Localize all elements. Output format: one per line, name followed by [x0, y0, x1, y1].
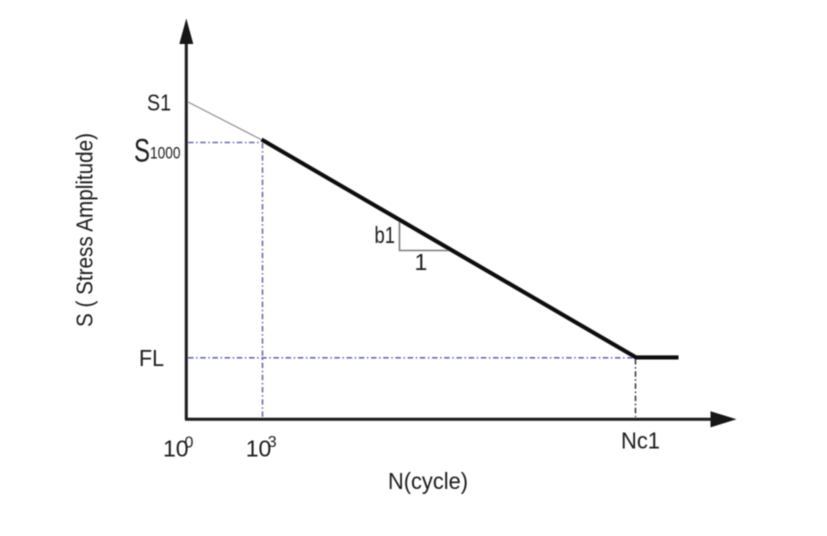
svg-text:S ( Stress Amplitude): S ( Stress Amplitude): [72, 133, 98, 327]
svg-text:N(cycle): N(cycle): [388, 468, 468, 494]
svg-text:0: 0: [185, 435, 194, 452]
svg-text:3: 3: [268, 434, 277, 451]
svg-text:10: 10: [163, 436, 189, 462]
svg-text:1: 1: [415, 249, 428, 275]
svg-text:Nc1: Nc1: [621, 428, 660, 454]
svg-text:S: S: [134, 133, 150, 169]
svg-text:10: 10: [246, 436, 272, 462]
svg-text:FL: FL: [139, 345, 164, 371]
svg-text:b1: b1: [375, 222, 396, 248]
svg-text:1000: 1000: [150, 144, 181, 163]
svg-text:S1: S1: [147, 90, 171, 116]
